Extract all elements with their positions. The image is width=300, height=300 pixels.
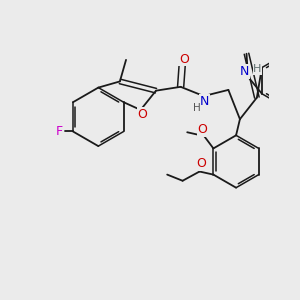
Text: N: N [239,65,249,78]
Text: H: H [253,64,262,74]
Text: O: O [137,108,147,121]
Text: O: O [198,123,208,136]
Text: O: O [196,157,206,170]
Text: N: N [200,95,209,108]
Text: H: H [193,103,201,112]
Text: F: F [56,125,63,138]
Text: O: O [179,52,189,66]
